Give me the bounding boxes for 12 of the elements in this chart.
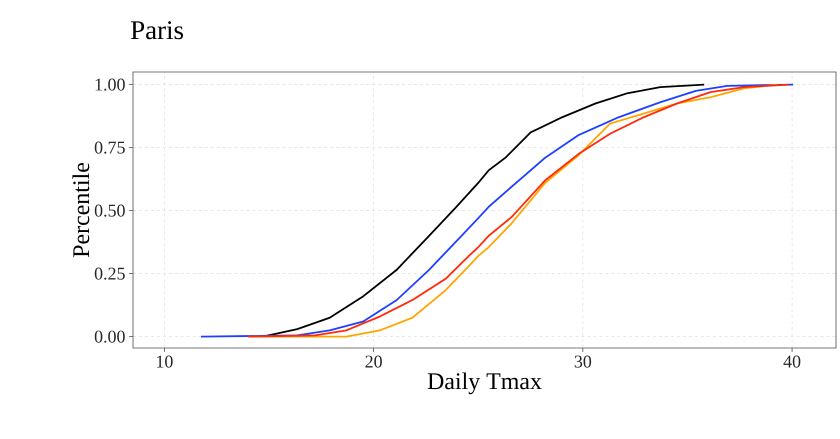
y-tick-label: 1.00 xyxy=(96,78,125,91)
chart-title: Paris xyxy=(130,21,184,40)
y-tick-label: 0.75 xyxy=(94,142,125,154)
y-axis-title: Percentile xyxy=(72,163,90,258)
x-tick-label: 30 xyxy=(574,356,592,368)
y-tick-label: 0.25 xyxy=(94,268,125,280)
y-tick-label: 0.00 xyxy=(94,330,125,343)
x-tick-label: 20 xyxy=(365,356,382,368)
x-tick-label: 10 xyxy=(156,356,173,368)
x-axis-title: Daily Tmax xyxy=(428,372,542,394)
y-tick-label: 0.50 xyxy=(94,204,125,217)
x-tick-label: 40 xyxy=(783,356,800,368)
